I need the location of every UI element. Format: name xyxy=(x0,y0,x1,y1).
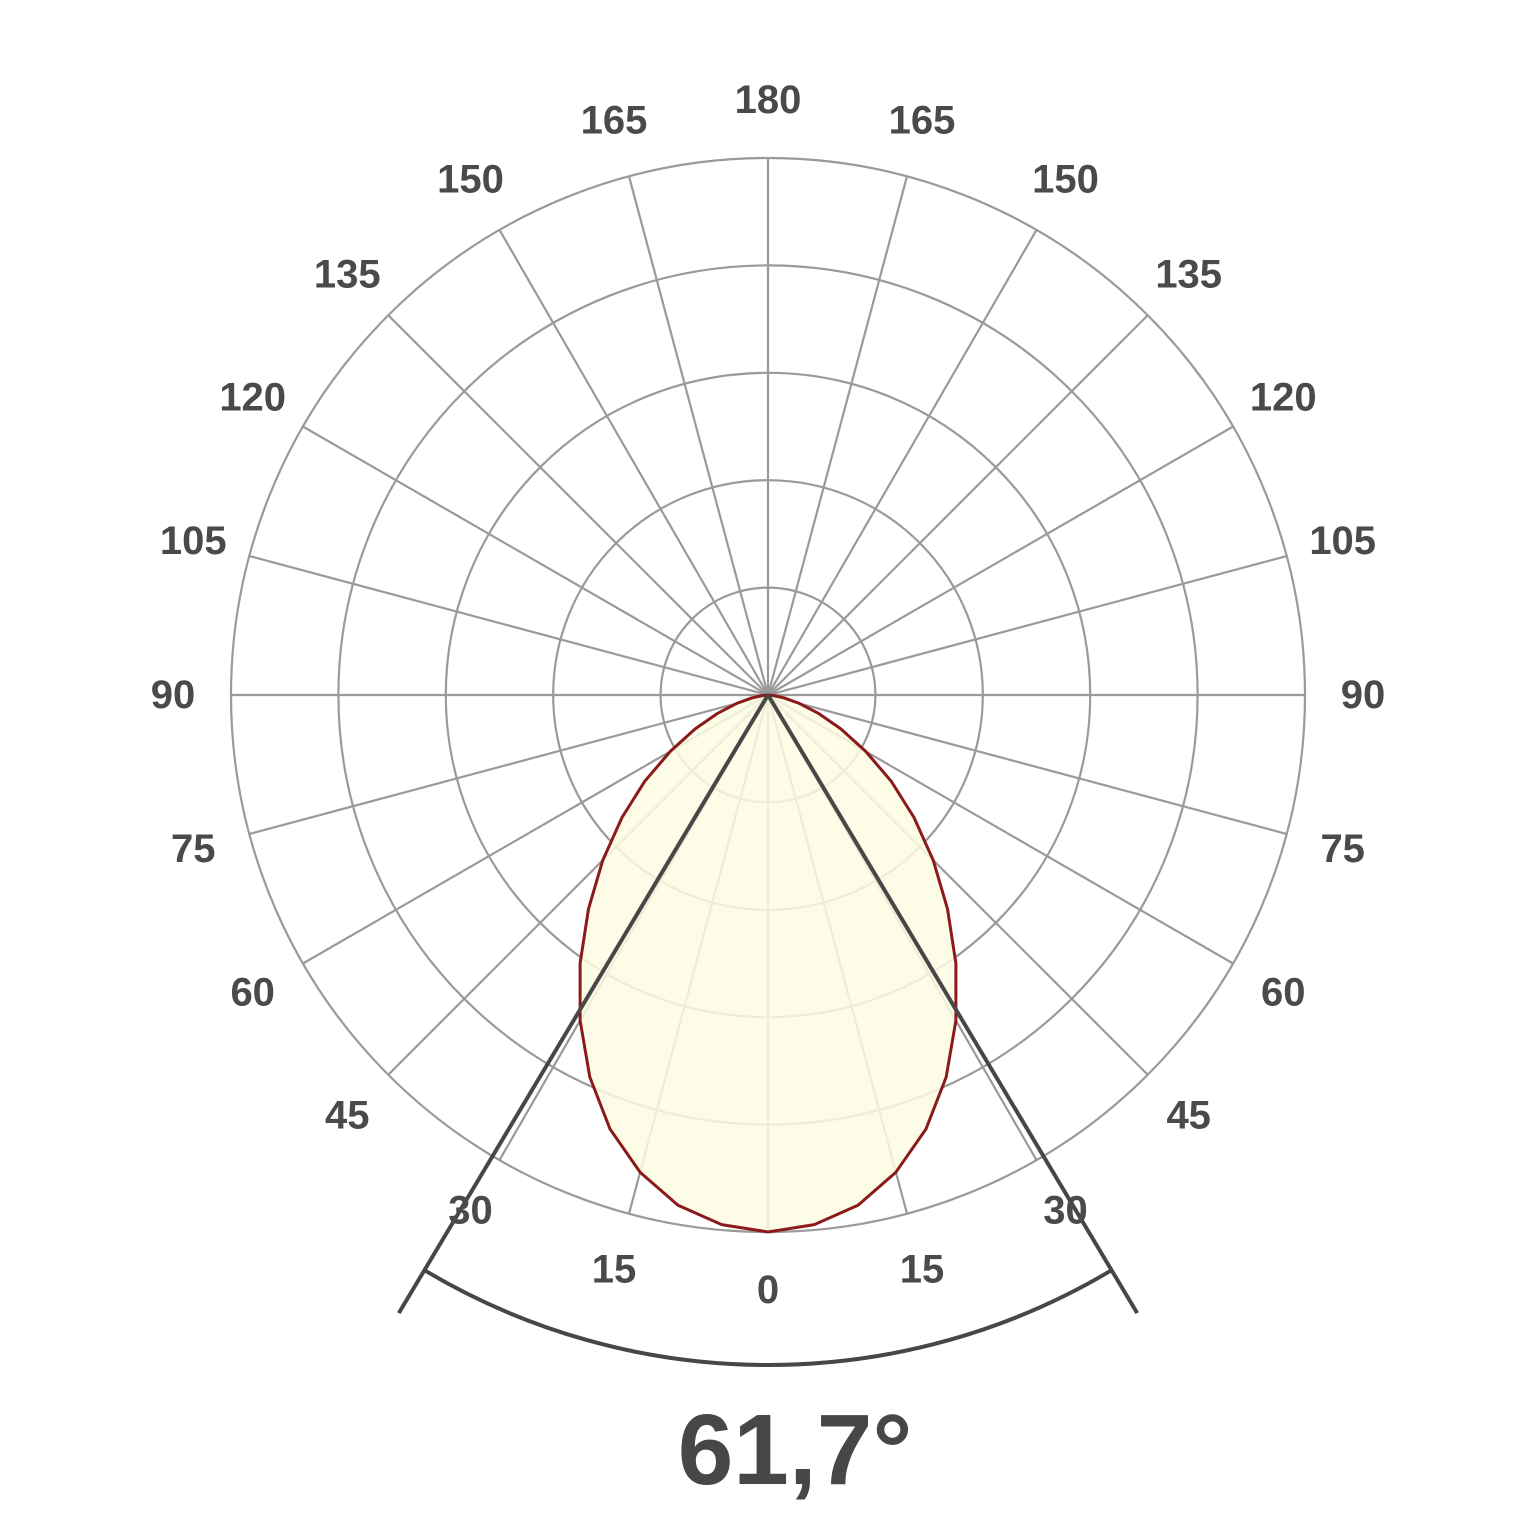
angle-tick-label: 120 xyxy=(1250,376,1317,420)
grid-spoke xyxy=(249,554,769,697)
angle-tick-label: 45 xyxy=(1166,1094,1211,1138)
angle-tick-label: 120 xyxy=(219,376,286,420)
angle-tick-label: 60 xyxy=(1261,971,1306,1015)
beam-angle-arc xyxy=(423,1268,1113,1368)
grid-spoke xyxy=(498,229,769,696)
angle-tick-label: 105 xyxy=(160,519,227,563)
intensity-curve-layer xyxy=(578,693,958,1234)
grid-spoke xyxy=(302,425,769,696)
angle-tick-label: 30 xyxy=(448,1188,493,1232)
grid-spoke xyxy=(766,176,909,696)
grid-spoke xyxy=(387,314,769,696)
grid-spoke xyxy=(767,314,1149,696)
beam-edge-line xyxy=(397,693,770,1315)
grid-spoke xyxy=(249,693,769,836)
angle-tick-label: 150 xyxy=(437,158,504,202)
angle-tick-label: 135 xyxy=(314,252,381,296)
angle-tick-label: 60 xyxy=(230,971,275,1015)
beam-edge-line xyxy=(766,693,1139,1315)
angle-tick-label: 75 xyxy=(1320,827,1365,871)
angle-tick-labels: 0 15 15 30 30 45 45 60 60 75 75 90 90 105 105 120 120 135… xyxy=(151,78,1386,1312)
angle-tick-label: 90 xyxy=(151,673,196,717)
grid-spoke xyxy=(767,693,1287,836)
angle-tick-label: 180 xyxy=(735,78,802,122)
angle-tick-label: 30 xyxy=(1043,1188,1088,1232)
angle-tick-label: 90 xyxy=(1341,673,1386,717)
grid-spoke xyxy=(767,425,1234,696)
angle-tick-label: 165 xyxy=(581,98,648,142)
beam-angle-label: 61,7° xyxy=(678,1394,913,1506)
grid-spoke xyxy=(627,176,770,696)
angle-tick-label: 165 xyxy=(889,98,956,142)
grid-spoke xyxy=(767,229,1038,696)
angle-tick-label: 105 xyxy=(1309,519,1376,563)
angle-tick-label: 0 xyxy=(757,1268,779,1312)
angle-tick-label: 45 xyxy=(325,1094,370,1138)
beam-angle-indicator xyxy=(397,693,1139,1368)
angle-tick-label: 75 xyxy=(171,827,216,871)
grid-spoke xyxy=(767,554,1287,697)
intensity-curve xyxy=(578,693,958,1234)
angle-tick-label: 135 xyxy=(1155,252,1222,296)
angle-tick-label: 150 xyxy=(1032,158,1099,202)
angle-tick-label: 15 xyxy=(900,1248,945,1292)
angle-tick-label: 15 xyxy=(592,1248,637,1292)
